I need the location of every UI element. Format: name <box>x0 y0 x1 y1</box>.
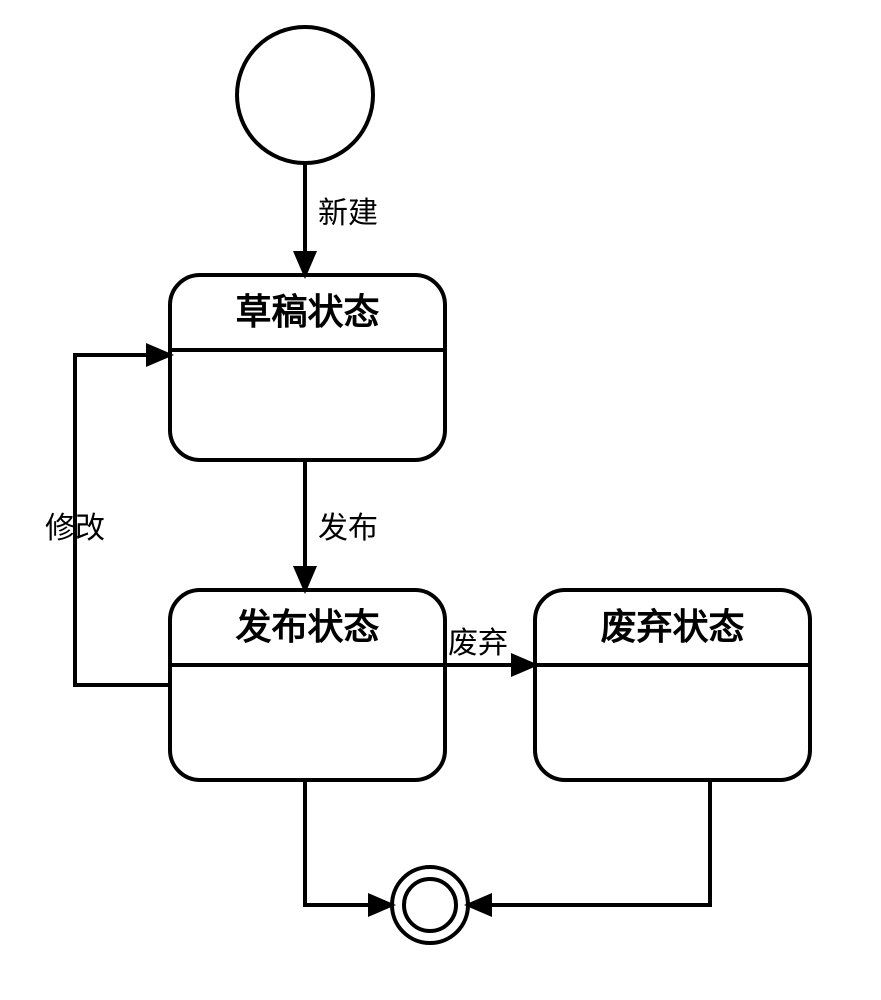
edge-discard-to-end <box>468 780 710 905</box>
edge-new: 新建 <box>305 163 378 275</box>
edge-discard-to-end-line <box>468 780 710 905</box>
discard-state-label: 废弃状态 <box>600 606 744 647</box>
edge-publish-label: 发布 <box>318 512 378 545</box>
state-flowchart: 草稿状态 发布状态 废弃状态 新建 发布 废弃 修改 <box>0 0 881 1000</box>
edge-publish-to-end <box>305 780 392 905</box>
draft-state-label: 草稿状态 <box>235 291 379 332</box>
discard-state-node: 废弃状态 <box>535 590 810 780</box>
publish-state-label: 发布状态 <box>235 606 379 647</box>
edge-publish: 发布 <box>305 460 378 590</box>
end-node-inner <box>404 879 456 931</box>
end-node <box>392 867 468 943</box>
draft-state-node: 草稿状态 <box>170 275 445 460</box>
edge-modify-label: 修改 <box>45 512 105 545</box>
edge-new-label: 新建 <box>318 197 378 230</box>
edge-modify: 修改 <box>45 355 170 685</box>
publish-state-node: 发布状态 <box>170 590 445 780</box>
start-node <box>237 27 373 163</box>
edge-publish-to-end-line <box>305 780 392 905</box>
edge-discard-label: 废弃 <box>448 627 508 660</box>
edge-discard: 废弃 <box>445 627 535 665</box>
